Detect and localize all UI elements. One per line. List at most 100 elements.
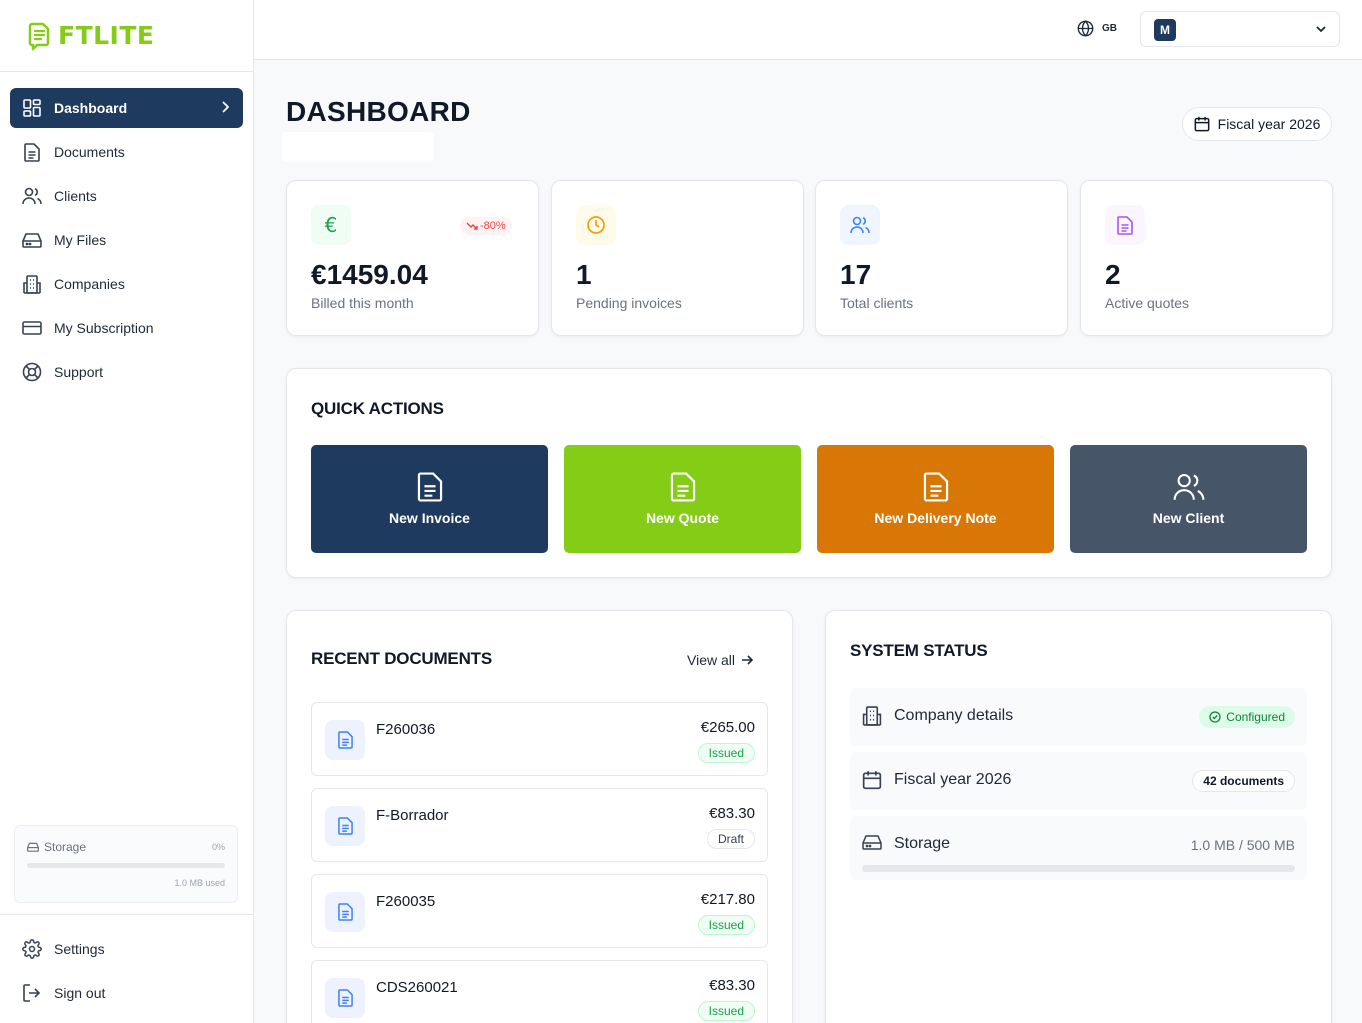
users-icon — [1173, 473, 1204, 500]
check-circle-icon — [1209, 711, 1221, 723]
document-icon — [325, 892, 365, 932]
status-row-storage: Storage 1.0 MB / 500 MB — [850, 816, 1307, 880]
arrow-right-icon — [742, 655, 753, 665]
new-delivery-note-button[interactable]: New Delivery Note — [817, 445, 1054, 553]
globe-icon — [1077, 20, 1094, 37]
sidebar-item-label: Sign out — [54, 985, 106, 1001]
drive-icon — [862, 834, 882, 855]
storage-progress-bar — [27, 863, 225, 868]
sidebar-item-documents[interactable]: Documents — [10, 132, 243, 172]
dashboard-icon — [22, 98, 42, 118]
status-badge: Draft — [706, 829, 755, 849]
stat-label: Billed this month — [311, 295, 414, 311]
button-label: New Quote — [645, 510, 720, 526]
trend-down-icon — [466, 222, 478, 230]
document-icon — [22, 142, 42, 162]
sidebar: FTLITE Dashboard Documents Clients — [0, 0, 254, 1023]
storage-used-text: 1.0 MB used — [174, 878, 225, 888]
system-status-panel: SYSTEM STATUS Company details Configured… — [825, 610, 1332, 1023]
calendar-icon — [1194, 116, 1210, 132]
document-amount: €217.80 — [700, 891, 755, 908]
list-item[interactable]: F260036 €265.00 Issued — [311, 702, 768, 776]
storage-usage-text: 1.0 MB / 500 MB — [1190, 837, 1295, 853]
sidebar-item-label: Documents — [54, 144, 125, 160]
storage-label: Storage — [44, 840, 87, 854]
status-badge: Issued — [697, 1001, 755, 1021]
document-amount: €83.30 — [709, 805, 755, 822]
building-icon — [22, 274, 42, 294]
recent-documents-panel: RECENT DOCUMENTS View all F260036 €265.0… — [286, 610, 793, 1023]
status-row-company: Company details Configured — [850, 688, 1307, 746]
storage-percent: 0% — [211, 842, 225, 852]
trend-value: -80% — [480, 220, 506, 232]
sidebar-item-clients[interactable]: Clients — [10, 176, 243, 216]
document-icon — [923, 472, 948, 502]
lifebuoy-icon — [22, 362, 42, 382]
status-badge-text: Configured — [1226, 710, 1285, 724]
stat-label: Active quotes — [1105, 295, 1190, 311]
language-selector[interactable]: GB — [1077, 20, 1117, 37]
document-count-badge: 42 documents — [1192, 770, 1295, 792]
building-icon — [862, 706, 882, 731]
sidebar-item-label: Settings — [54, 941, 105, 957]
document-icon — [325, 978, 365, 1018]
stat-card-quotes: 2 Active quotes — [1080, 180, 1333, 336]
quick-actions-panel: QUICK ACTIONS New Invoice New Quote New … — [286, 368, 1332, 578]
stat-card-clients: 17 Total clients — [815, 180, 1068, 336]
button-label: New Invoice — [389, 510, 470, 526]
status-badge: Issued — [697, 915, 755, 935]
document-amount: €265.00 — [700, 719, 755, 736]
sidebar-item-my-files[interactable]: My Files — [10, 220, 243, 260]
sidebar-item-support[interactable]: Support — [10, 352, 243, 392]
stat-label: Total clients — [840, 295, 914, 311]
storage-progress-bar — [862, 865, 1295, 872]
sidebar-item-sign-out[interactable]: Sign out — [10, 973, 244, 1013]
document-icon — [670, 472, 695, 502]
document-amount: €83.30 — [709, 977, 755, 994]
stat-card-pending: 1 Pending invoices — [551, 180, 804, 336]
chevron-right-icon — [221, 100, 230, 116]
title-placeholder — [282, 132, 434, 162]
topbar: GB M — [254, 0, 1362, 60]
list-item[interactable]: F260035 €217.80 Issued — [311, 874, 768, 948]
new-quote-button[interactable]: New Quote — [564, 445, 801, 553]
logo-text: FTLITE — [58, 21, 155, 50]
users-icon — [22, 186, 42, 206]
sidebar-item-label: Dashboard — [54, 100, 128, 116]
list-item[interactable]: F-Borrador €83.30 Draft — [311, 788, 768, 862]
user-menu[interactable]: M — [1140, 11, 1340, 47]
status-badge: Issued — [697, 743, 755, 763]
gear-icon — [22, 939, 42, 959]
page-title: DASHBOARD — [286, 96, 471, 127]
clock-icon — [576, 205, 616, 245]
view-all-link[interactable]: View all — [687, 652, 753, 668]
document-icon — [1105, 205, 1145, 245]
sidebar-item-dashboard[interactable]: Dashboard — [10, 88, 243, 128]
app-logo[interactable]: FTLITE — [0, 0, 253, 72]
euro-icon: € — [311, 205, 351, 245]
fiscal-year-button[interactable]: Fiscal year 2026 — [1182, 107, 1332, 141]
document-number: F260035 — [376, 893, 436, 910]
sidebar-item-label: Companies — [54, 276, 125, 292]
sidebar-item-settings[interactable]: Settings — [10, 929, 244, 969]
new-client-button[interactable]: New Client — [1070, 445, 1307, 553]
sidebar-item-my-subscription[interactable]: My Subscription — [10, 308, 243, 348]
status-row-fiscal-year: Fiscal year 2026 42 documents — [850, 752, 1307, 810]
stat-value: 1 — [576, 259, 592, 290]
sidebar-item-companies[interactable]: Companies — [10, 264, 243, 304]
section-title: SYSTEM STATUS — [850, 641, 988, 660]
status-label: Company details — [894, 707, 1014, 724]
document-icon — [417, 472, 442, 502]
drive-icon — [22, 230, 42, 250]
stat-value: €1459.04 — [311, 259, 428, 290]
sidebar-item-label: Clients — [54, 188, 97, 204]
drive-icon — [27, 842, 39, 852]
sidebar-item-label: My Files — [54, 232, 107, 248]
new-invoice-button[interactable]: New Invoice — [311, 445, 548, 553]
sidebar-nav: Dashboard Documents Clients My Files — [0, 72, 253, 392]
button-label: New Client — [1152, 510, 1225, 526]
stat-value: 17 — [840, 259, 872, 290]
stat-value: 2 — [1105, 259, 1121, 290]
list-item[interactable]: CDS260021 €83.30 Issued — [311, 960, 768, 1023]
calendar-icon — [862, 770, 882, 795]
